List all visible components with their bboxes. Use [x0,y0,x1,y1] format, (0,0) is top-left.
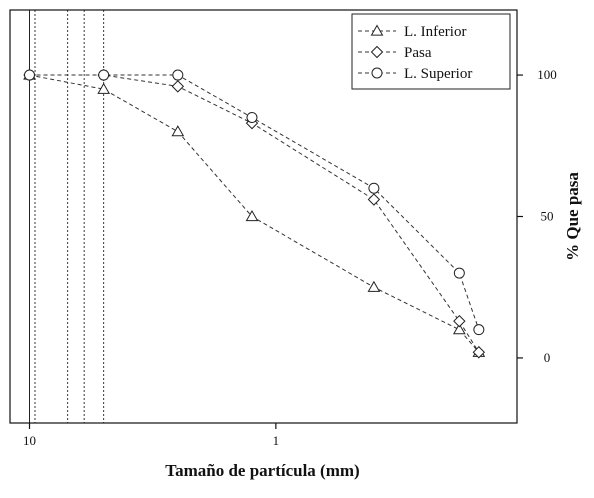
data-point [472,346,486,359]
data-point [368,182,380,194]
legend-marker [370,45,384,59]
data-point [367,280,381,292]
data-point [172,69,184,81]
legend-label: Pasa [404,45,432,61]
data-point [245,209,259,222]
legend: L. Inferior Pasa L. Superior [351,13,511,90]
data-point [97,82,111,94]
data-point [452,323,466,335]
data-point [171,80,185,93]
sieve-lines [29,10,105,423]
x-axis-ticks: 10 1 [23,423,279,448]
data-point [473,324,485,336]
y-tick-label: 50 [541,209,554,224]
legend-marker [370,24,384,36]
data-point [24,69,36,81]
legend-label: L. Inferior [404,24,466,40]
data-point [171,125,185,137]
y-tick-label: 0 [544,350,551,365]
y-tick-label: 100 [537,67,557,82]
series-group [23,68,486,359]
data-point [246,111,258,123]
legend-marker [371,67,383,79]
y-axis-title: % Que pasa [563,172,582,261]
data-point [367,193,381,206]
x-axis-title: Tamaño de partícula (mm) [165,461,359,480]
legend-item: Pasa [358,45,432,61]
legend-item: L. Superior [358,66,472,82]
legend-item: L. Inferior [358,24,466,40]
x-tick-label: 10 [23,433,36,448]
data-point [98,69,110,81]
data-point [453,314,466,328]
y-axis-ticks: 0 50 100 [517,67,557,365]
data-point [453,267,465,279]
series-l-superior [24,69,485,336]
legend-label: L. Superior [404,66,472,82]
x-tick-label: 1 [273,433,280,448]
